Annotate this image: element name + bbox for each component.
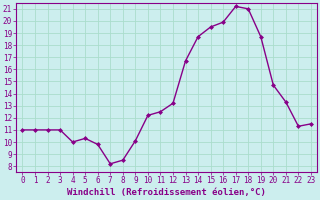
X-axis label: Windchill (Refroidissement éolien,°C): Windchill (Refroidissement éolien,°C)	[67, 188, 266, 197]
